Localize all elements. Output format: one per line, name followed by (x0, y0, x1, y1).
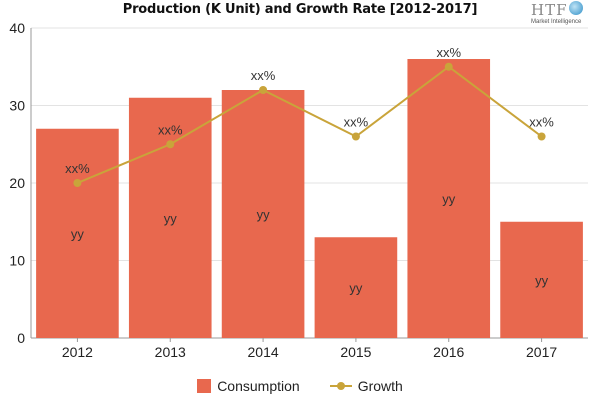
logo-subtext: Market Intelligence (531, 19, 582, 25)
chart-title: Production (K Unit) and Growth Rate [201… (122, 2, 478, 17)
bar-data-label: yy (349, 281, 363, 296)
bar-2012 (36, 128, 119, 338)
legend-swatch-growth (329, 379, 352, 393)
bar-2013 (128, 97, 212, 338)
chart-legend: Consumption Growth (0, 378, 600, 394)
logo-text: HTF (531, 1, 568, 19)
bar-2016 (407, 59, 491, 338)
bar-data-label: yy (164, 211, 178, 226)
y-tick-label: 0 (17, 330, 25, 346)
x-tick-label: 2015 (340, 344, 371, 360)
growth-data-label: xx% (344, 115, 369, 130)
bar-data-label: yy (535, 273, 549, 288)
x-tick-label: 2017 (526, 344, 557, 360)
legend-label-consumption: Consumption (217, 378, 300, 394)
y-tick-label: 10 (9, 253, 25, 269)
growth-point-2014 (259, 86, 268, 94)
htf-logo: HTF Market Intelligence (531, 1, 597, 31)
bar-2015 (314, 237, 398, 338)
growth-point-2016 (444, 62, 453, 71)
x-tick-label: 2014 (248, 344, 279, 360)
bar-data-label: yy (442, 192, 456, 207)
growth-point-2017 (537, 132, 546, 141)
growth-data-label: xx% (65, 161, 90, 176)
growth-data-label: xx% (251, 68, 276, 83)
legend-item-growth[interactable]: Growth (329, 378, 403, 394)
bar-data-label: yy (71, 226, 85, 241)
x-tick-label: 2013 (155, 344, 186, 360)
legend-label-growth: Growth (357, 378, 403, 394)
y-tick-label: 20 (9, 175, 25, 191)
growth-data-label: xx% (158, 122, 183, 137)
x-tick-label: 2012 (62, 344, 93, 360)
growth-data-label: xx% (436, 45, 461, 60)
growth-point-2012 (73, 179, 82, 187)
y-tick-label: 30 (9, 98, 25, 114)
x-tick-label: 2016 (433, 344, 464, 360)
globe-icon (569, 1, 583, 15)
growth-point-2013 (166, 140, 175, 149)
bar-2017 (500, 221, 583, 338)
growth-point-2015 (351, 132, 360, 141)
growth-line (77, 65, 543, 184)
y-tick-label: 40 (9, 20, 25, 36)
bar-2014 (221, 90, 305, 338)
bar-data-label: yy (257, 207, 271, 222)
legend-swatch-consumption (197, 379, 212, 393)
legend-item-consumption[interactable]: Consumption (197, 378, 300, 394)
growth-data-label: xx% (529, 115, 554, 130)
